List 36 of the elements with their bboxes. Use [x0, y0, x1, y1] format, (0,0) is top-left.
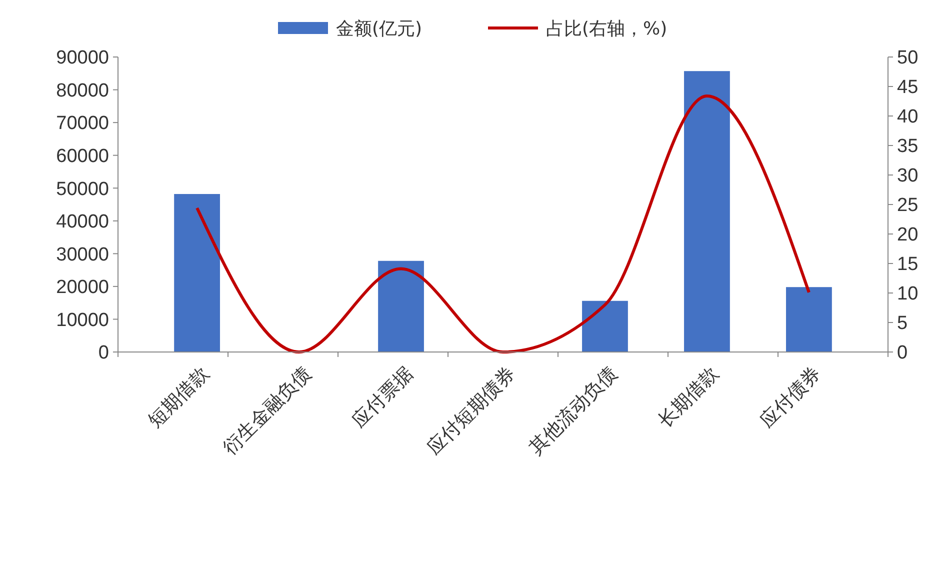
- x-tick-label: 其他流动负债: [525, 362, 622, 459]
- y2-tick-label: 35: [897, 136, 918, 158]
- legend-label: 占比(右轴，%): [546, 18, 668, 40]
- y2-tick-label: 15: [897, 254, 918, 276]
- x-tick-label: 应付票据: [348, 362, 418, 432]
- y-tick-label: 0: [98, 342, 109, 364]
- y-tick-label: 80000: [56, 80, 109, 102]
- y2-tick-label: 40: [897, 106, 918, 128]
- y-tick-label: 30000: [56, 244, 109, 266]
- x-tick-label: 短期借款: [144, 362, 214, 432]
- y2-tick-label: 5: [897, 313, 908, 334]
- y2-tick-label: 30: [897, 166, 918, 187]
- y2-tick-label: 50: [897, 48, 918, 69]
- y2-tick-label: 0: [897, 342, 908, 364]
- bar: [582, 300, 628, 352]
- y-tick-label: 60000: [56, 146, 109, 167]
- x-tick-label: 应付短期债券: [423, 362, 520, 459]
- line-series: [196, 94, 810, 354]
- y-tick-label: 10000: [56, 310, 109, 331]
- y2-tick-label: 45: [897, 77, 918, 98]
- x-tick-label: 应付债券: [756, 362, 826, 432]
- y-tick-label: 90000: [56, 48, 109, 69]
- y-tick-label: 50000: [56, 178, 109, 200]
- legend-label: 金额(亿元): [336, 18, 422, 40]
- bar: [378, 260, 424, 352]
- y-tick-label: 20000: [56, 277, 109, 298]
- y2-tick-label: 10: [897, 284, 918, 305]
- y-tick-label: 70000: [56, 113, 109, 134]
- x-tick-label: 衍生金融负债: [219, 362, 316, 459]
- y-tick-label: 40000: [56, 212, 109, 233]
- x-tick-label: 长期借款: [654, 362, 724, 432]
- bar: [174, 194, 220, 352]
- y2-tick-label: 20: [897, 224, 918, 246]
- bar: [786, 287, 832, 352]
- y2-tick-label: 25: [897, 195, 918, 216]
- bar: [684, 71, 730, 352]
